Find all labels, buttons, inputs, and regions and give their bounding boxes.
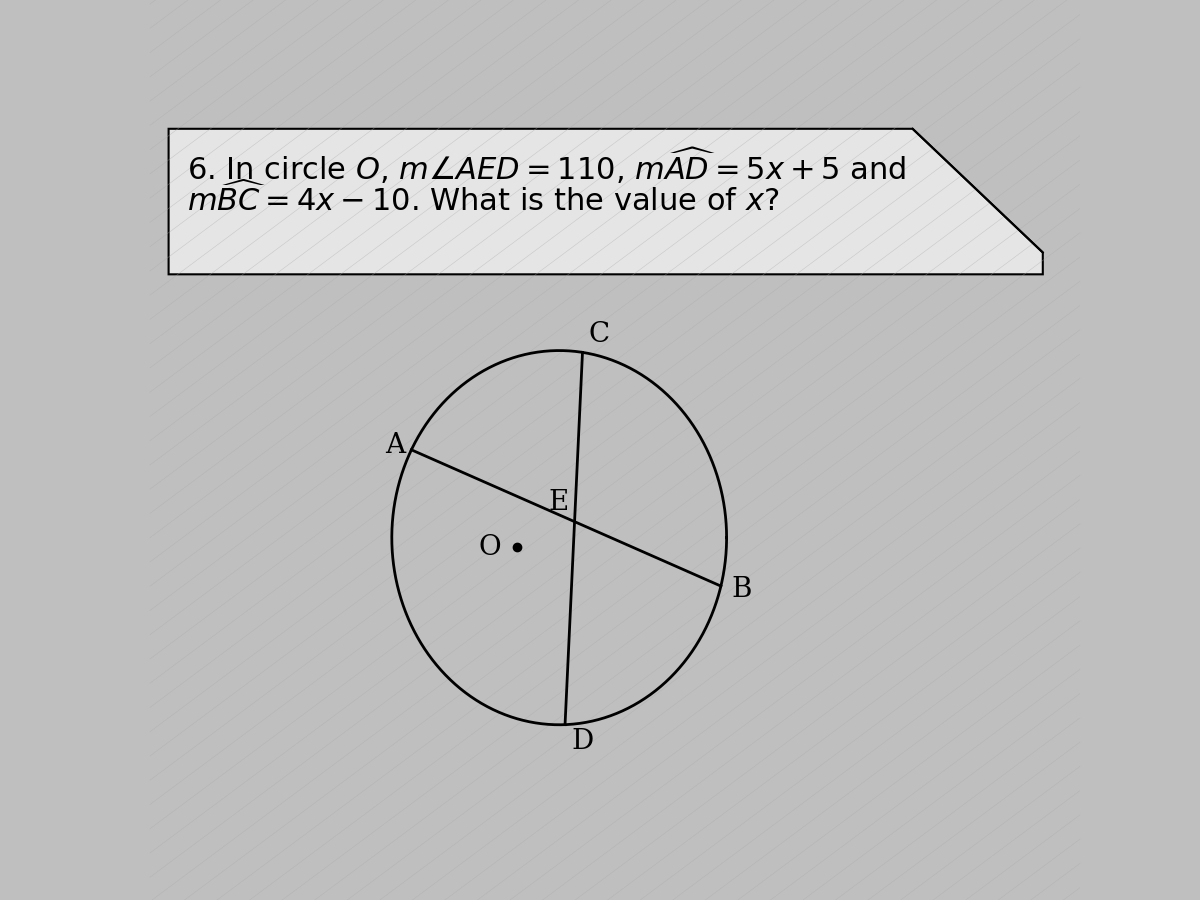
Text: 6. In circle $O$, $m\angle AED = 110$, $m\widehat{AD} = 5x + 5$ and: 6. In circle $O$, $m\angle AED = 110$, $… [187,146,907,186]
Text: A: A [385,432,406,459]
Text: E: E [548,489,569,516]
Text: $m\widehat{BC} = 4x - 10$. What is the value of $x$?: $m\widehat{BC} = 4x - 10$. What is the v… [187,181,780,217]
Text: O: O [479,534,500,561]
Polygon shape [168,129,1043,274]
Text: B: B [731,576,751,603]
Text: D: D [571,728,594,755]
Text: C: C [589,320,610,347]
